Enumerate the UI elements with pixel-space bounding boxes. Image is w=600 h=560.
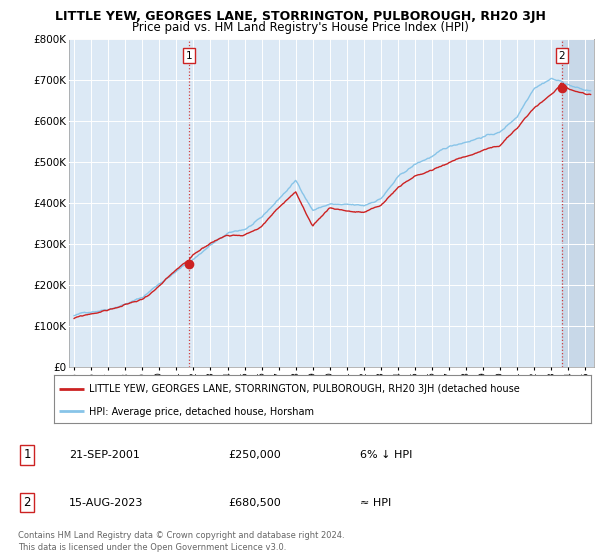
- Text: £250,000: £250,000: [228, 450, 281, 460]
- Text: 2: 2: [559, 50, 565, 60]
- Text: Price paid vs. HM Land Registry's House Price Index (HPI): Price paid vs. HM Land Registry's House …: [131, 21, 469, 34]
- Text: 1: 1: [185, 50, 192, 60]
- Text: HPI: Average price, detached house, Horsham: HPI: Average price, detached house, Hors…: [89, 407, 314, 417]
- Text: LITTLE YEW, GEORGES LANE, STORRINGTON, PULBOROUGH, RH20 3JH: LITTLE YEW, GEORGES LANE, STORRINGTON, P…: [55, 10, 545, 22]
- Text: 6% ↓ HPI: 6% ↓ HPI: [360, 450, 412, 460]
- Text: 21-SEP-2001: 21-SEP-2001: [69, 450, 140, 460]
- Text: £680,500: £680,500: [228, 498, 281, 507]
- Bar: [562, 39, 600, 367]
- Text: 2: 2: [23, 496, 31, 509]
- Text: 15-AUG-2023: 15-AUG-2023: [69, 498, 143, 507]
- Text: Contains HM Land Registry data © Crown copyright and database right 2024.
This d: Contains HM Land Registry data © Crown c…: [18, 531, 344, 552]
- Text: ≈ HPI: ≈ HPI: [360, 498, 391, 507]
- Bar: [188, 39, 562, 367]
- Text: LITTLE YEW, GEORGES LANE, STORRINGTON, PULBOROUGH, RH20 3JH (detached house: LITTLE YEW, GEORGES LANE, STORRINGTON, P…: [89, 385, 520, 394]
- Text: 1: 1: [23, 449, 31, 461]
